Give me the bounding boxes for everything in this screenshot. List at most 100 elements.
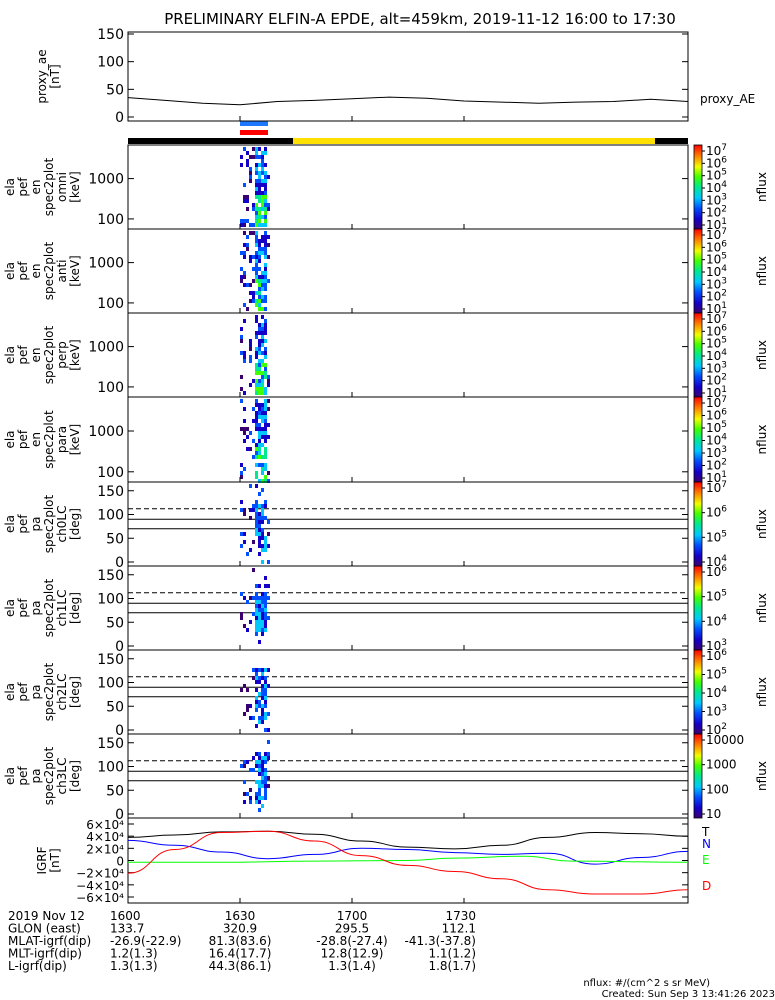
spectrogram-cell xyxy=(258,391,261,395)
spectrogram-cell xyxy=(249,431,252,435)
spectrogram-cell xyxy=(264,423,267,427)
spectrogram-cell xyxy=(240,616,243,620)
colorbar-tick-label: 102 xyxy=(706,722,727,737)
spectrogram-cell xyxy=(258,540,261,544)
spectrogram-cell xyxy=(264,307,267,311)
spectrogram-cell xyxy=(255,532,258,536)
spectrogram-cell xyxy=(267,279,270,283)
spectrogram-cell xyxy=(258,339,261,343)
spectrogram-cell xyxy=(255,443,258,447)
spectrogram-cell xyxy=(246,219,249,223)
spectrogram-cell xyxy=(261,419,264,423)
spectrogram-cell xyxy=(261,463,264,467)
spectrogram-cell xyxy=(255,484,258,488)
colorbar-tick-label: 10000 xyxy=(706,733,744,747)
spectrogram-cell xyxy=(261,608,264,612)
spectrogram-cell xyxy=(264,327,267,331)
spectrogram-cell xyxy=(261,560,264,564)
spectrogram-cell xyxy=(264,183,267,187)
spectrogram-cell xyxy=(267,560,270,564)
spectrogram-cell xyxy=(255,528,258,532)
spectrogram-cell xyxy=(264,616,267,620)
spectrogram-cell xyxy=(255,151,258,155)
spectrogram-cell xyxy=(258,504,261,508)
colorbar xyxy=(693,228,703,314)
spectrogram-cell xyxy=(261,455,264,459)
spectrogram-cell xyxy=(258,704,261,708)
spectrogram-cell xyxy=(261,279,264,283)
spectrogram-cell xyxy=(246,792,249,796)
colorbar-tick-label: 102 xyxy=(706,373,727,388)
colorbar xyxy=(693,733,703,819)
colorbar-tick-label: 102 xyxy=(706,289,727,304)
spectrogram-cell xyxy=(264,447,267,451)
spectrogram-cell xyxy=(264,407,267,411)
spectrogram-cell xyxy=(261,427,264,431)
colorbar-tick-label: 106 xyxy=(706,155,727,170)
spectrogram-cell xyxy=(255,379,258,383)
spectrogram-cell xyxy=(258,668,261,672)
spectrogram-cell xyxy=(261,183,264,187)
spectrogram-cell xyxy=(258,323,261,327)
spectrogram-cell xyxy=(255,600,258,604)
spectrogram-cell xyxy=(258,247,261,251)
colorbar-tick-label: 105 xyxy=(706,168,727,183)
spectrogram-cell xyxy=(264,219,267,223)
spectrogram-cell xyxy=(255,471,258,475)
spectrogram-cell xyxy=(258,520,261,524)
colorbar-tick-label: 103 xyxy=(706,276,727,291)
spectrogram-cell xyxy=(258,808,261,812)
spectrogram-cell xyxy=(258,760,261,764)
spectrogram-cell xyxy=(249,347,252,351)
xaxis-row-value: 1630 xyxy=(225,909,256,923)
xaxis-row-value: 1730 xyxy=(445,909,476,923)
spectrogram-cell xyxy=(249,291,252,295)
spectrogram-cell xyxy=(249,768,252,772)
spectrogram-cell xyxy=(264,283,267,287)
spectrogram-cell xyxy=(261,604,264,608)
spectrogram-cell xyxy=(258,383,261,387)
spectrogram-cell xyxy=(264,596,267,600)
spectrogram-cell xyxy=(261,804,264,808)
ytick-label: 100 xyxy=(97,465,124,481)
spectrogram-cell xyxy=(258,403,261,407)
spectrogram-cell xyxy=(258,536,261,540)
xaxis-row-value: 1.1(1.2) xyxy=(428,947,476,961)
spectrogram-cell xyxy=(255,612,258,616)
spectrogram-cell xyxy=(240,592,243,596)
spectrogram-cell xyxy=(243,439,246,443)
spectrogram-cell xyxy=(261,171,264,175)
spectrogram-cell xyxy=(258,291,261,295)
spectrogram-cell xyxy=(255,423,258,427)
colorbar-tick-label: 104 xyxy=(706,613,727,628)
spectrogram-cell xyxy=(258,183,261,187)
spectrogram-cell xyxy=(264,263,267,267)
spectrogram-cell xyxy=(258,255,261,259)
spectrogram-cell xyxy=(267,756,270,760)
ytick-label: 100 xyxy=(97,760,124,776)
spectrogram-cell xyxy=(243,427,246,431)
spectrogram-cell xyxy=(252,756,255,760)
spectrogram-cell xyxy=(258,596,261,600)
spectrogram-cell xyxy=(252,676,255,680)
spectrogram-cell xyxy=(267,532,270,536)
spectrogram-cell xyxy=(264,668,267,672)
spectrogram-cell xyxy=(264,540,267,544)
spectrogram-cell xyxy=(261,203,264,207)
spectrogram-cell xyxy=(264,331,267,335)
series-label-N: N xyxy=(702,837,711,851)
spectrogram-cell xyxy=(261,155,264,159)
spectrogram-cell xyxy=(240,351,243,355)
spectrogram-cell xyxy=(261,479,264,483)
colorbar-tick-label: 102 xyxy=(706,458,727,473)
spectrogram-cell xyxy=(264,544,267,548)
ytick-label: 150 xyxy=(97,27,124,43)
spectrogram-cell xyxy=(255,367,258,371)
spectrogram-cell xyxy=(258,275,261,279)
spectrogram-cell xyxy=(255,275,258,279)
spectrogram-cell xyxy=(246,435,249,439)
ytick-label: 100 xyxy=(97,380,124,396)
panel-frame xyxy=(127,649,689,735)
spectrogram-cell xyxy=(255,672,258,676)
spectrogram-cell xyxy=(264,275,267,279)
